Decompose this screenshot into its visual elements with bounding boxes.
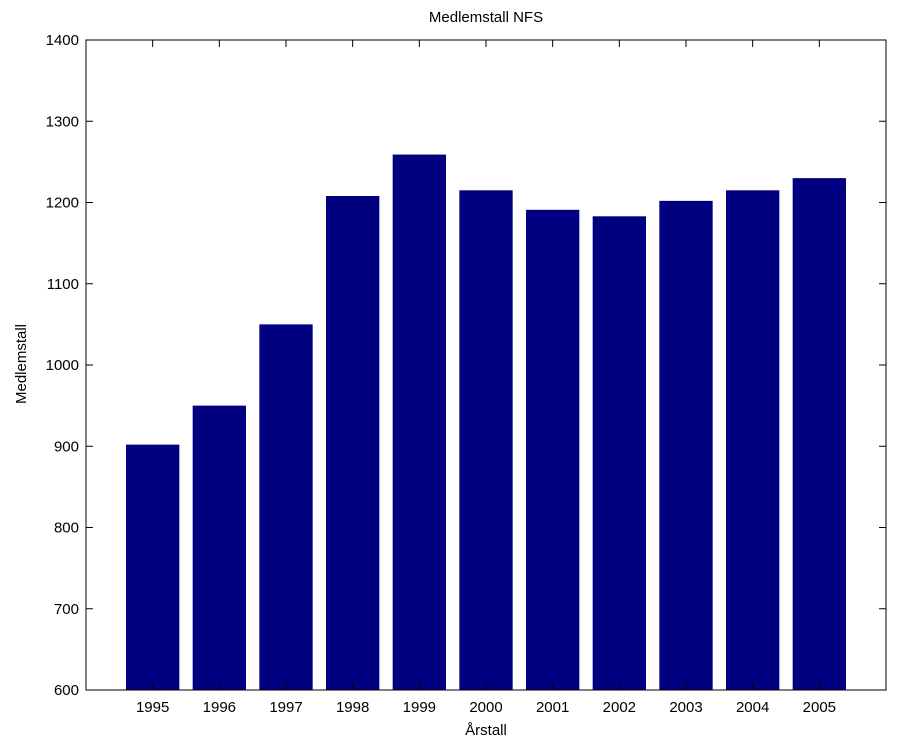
bar-1999 (392, 154, 446, 690)
x-tick-label-1999: 1999 (403, 699, 436, 716)
bar-2000 (459, 190, 513, 690)
bar-2003 (659, 200, 713, 690)
x-tick-label-2000: 2000 (469, 699, 502, 716)
x-tick-label-2001: 2001 (536, 699, 569, 716)
y-tick-label: 700 (54, 601, 79, 618)
y-axis-label: Medlemstall (13, 324, 30, 404)
y-tick-label: 1000 (46, 357, 79, 374)
x-tick-label-2004: 2004 (736, 699, 769, 716)
x-tick-label-1995: 1995 (136, 699, 169, 716)
bar-1997 (259, 324, 313, 690)
bar-2001 (526, 209, 580, 690)
y-tick-label: 900 (54, 438, 79, 455)
x-tick-label-1998: 1998 (336, 699, 369, 716)
y-tick-label: 600 (54, 682, 79, 699)
bar-1996 (192, 405, 246, 690)
x-tick-label-2003: 2003 (669, 699, 702, 716)
x-axis-label: Årstall (465, 722, 507, 739)
y-tick-label: 1300 (46, 113, 79, 130)
x-tick-label-1997: 1997 (269, 699, 302, 716)
chart-title: Medlemstall NFS (429, 9, 543, 26)
bar-2004 (726, 190, 780, 690)
y-tick-label: 1400 (46, 32, 79, 49)
bars-group (126, 154, 846, 690)
ticks-group: 600 700 800 900 1000 1100 1200 1300 1400 1995 1996… (46, 32, 886, 716)
bar-1995 (126, 444, 180, 690)
x-tick-label-2005: 2005 (803, 699, 836, 716)
x-tick-label-1996: 1996 (203, 699, 236, 716)
y-tick-label: 800 (54, 520, 79, 537)
y-tick-label: 1100 (47, 276, 79, 293)
bar-1998 (326, 196, 380, 690)
y-tick-label: 1200 (46, 195, 79, 212)
bar-2005 (792, 178, 846, 690)
x-tick-label-2002: 2002 (603, 699, 636, 716)
bar-2002 (592, 216, 646, 690)
